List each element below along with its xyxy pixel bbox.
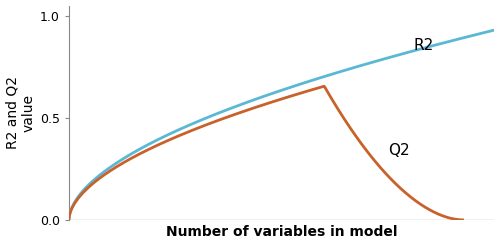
X-axis label: Number of variables in model: Number of variables in model (166, 225, 398, 239)
Text: Q2: Q2 (388, 143, 409, 158)
Text: R2: R2 (414, 38, 434, 53)
Y-axis label: R2 and Q2
value: R2 and Q2 value (6, 76, 36, 149)
